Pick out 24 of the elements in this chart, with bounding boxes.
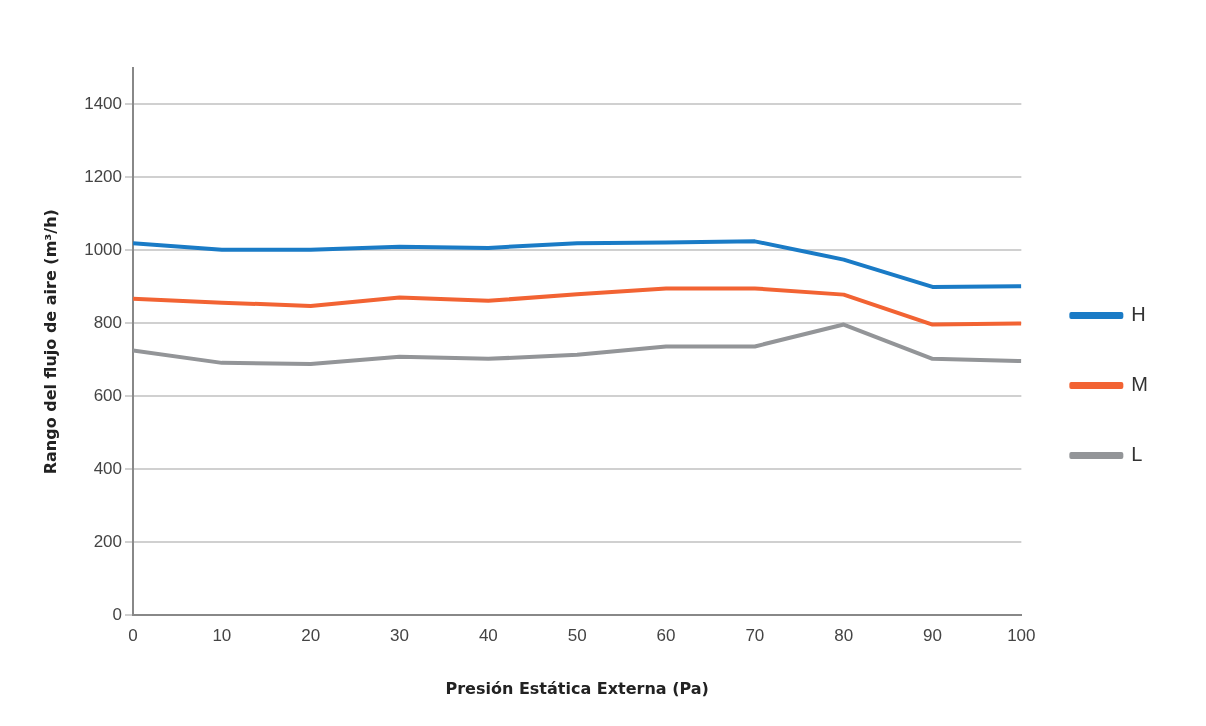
legend-label: L xyxy=(1131,443,1143,466)
x-tick-label: 10 xyxy=(212,626,232,646)
x-tick-label: 60 xyxy=(656,626,676,646)
x-axis-title: Presión Estática Externa (Pa) xyxy=(445,678,709,698)
x-tick-label: 80 xyxy=(834,626,854,646)
y-axis-title: Rango del flujo de aire (m³/h) xyxy=(40,209,60,475)
y-tick-label: 1000 xyxy=(84,240,123,260)
legend-label: H xyxy=(1131,303,1146,326)
y-tick-label: 600 xyxy=(93,386,123,406)
y-tick-label: 400 xyxy=(93,459,123,479)
x-tick-label: 70 xyxy=(745,626,765,646)
y-tick-label: 1400 xyxy=(84,94,123,114)
x-tick-label: 90 xyxy=(923,626,942,646)
x-tick-label: 100 xyxy=(1007,626,1036,646)
x-tick-label: 50 xyxy=(567,626,587,646)
y-tick-label: 200 xyxy=(93,532,123,552)
x-tick-label: 30 xyxy=(390,626,409,646)
x-tick-label: 0 xyxy=(128,626,138,646)
x-tick-label: 40 xyxy=(478,626,498,646)
x-tick-label: 20 xyxy=(301,626,321,646)
y-tick-label: 800 xyxy=(93,313,123,333)
y-tick-label: 0 xyxy=(112,605,123,625)
y-tick-label: 1200 xyxy=(84,167,123,187)
legend-label: M xyxy=(1131,373,1149,396)
